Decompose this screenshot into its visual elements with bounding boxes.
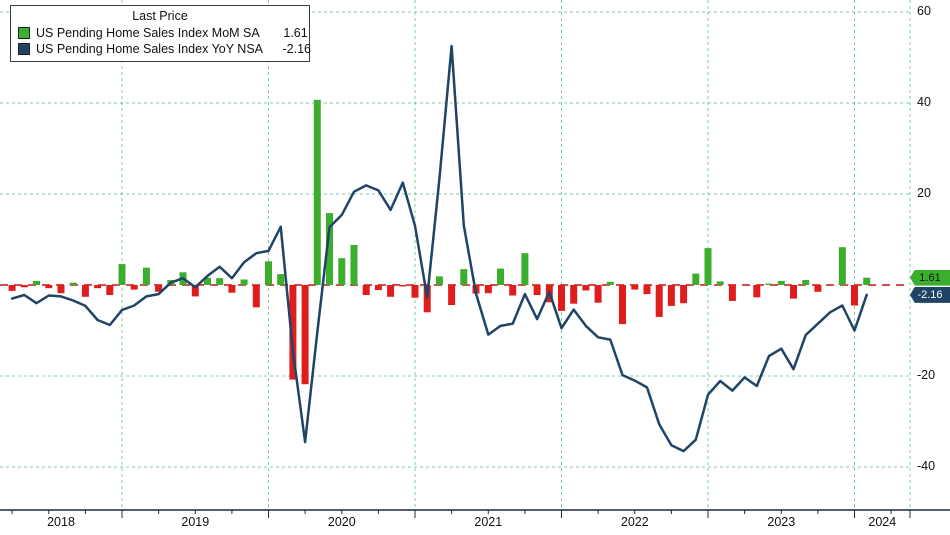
v-gridlines bbox=[121, 0, 911, 510]
x-year-label: 2024 bbox=[868, 515, 897, 529]
legend-value-mom: 1.61 bbox=[283, 26, 308, 40]
legend-item-yoy[interactable]: US Pending Home Sales Index YoY NSA -2.1… bbox=[18, 41, 311, 57]
legend-label-yoy: US Pending Home Sales Index YoY NSA bbox=[36, 42, 263, 56]
x-year-label: 2019 bbox=[181, 515, 210, 529]
x-year-label: 2018 bbox=[47, 515, 75, 529]
y-tick-label: -40 bbox=[917, 459, 936, 473]
y-tick-label: -20 bbox=[917, 368, 936, 382]
legend-value-yoy: -2.16 bbox=[282, 42, 312, 56]
y-tick-label: 60 bbox=[917, 4, 931, 18]
last-value-badge-yoy: -2.16 bbox=[910, 286, 950, 303]
x-year-label: 2023 bbox=[767, 515, 796, 529]
x-year-label: 2022 bbox=[620, 515, 649, 529]
y-tick-label: 40 bbox=[917, 95, 931, 109]
legend: Last Price US Pending Home Sales Index M… bbox=[10, 5, 311, 62]
legend-label-mom: US Pending Home Sales Index MoM SA bbox=[36, 26, 260, 40]
yoy-series-swatch-icon bbox=[18, 43, 30, 55]
last-value-badge-mom: 1.61 bbox=[910, 269, 950, 286]
x-year-label: 2021 bbox=[474, 515, 503, 529]
x-year-label: 2020 bbox=[327, 515, 356, 529]
legend-title: Last Price bbox=[132, 9, 188, 23]
mom-series-swatch-icon bbox=[18, 27, 30, 39]
legend-item-mom[interactable]: US Pending Home Sales Index MoM SA 1.61 bbox=[18, 25, 308, 41]
mom-bars bbox=[8, 99, 871, 385]
x-axis-line bbox=[0, 509, 950, 518]
yoy-line bbox=[10, 44, 868, 453]
y-tick-label: 20 bbox=[917, 186, 931, 200]
